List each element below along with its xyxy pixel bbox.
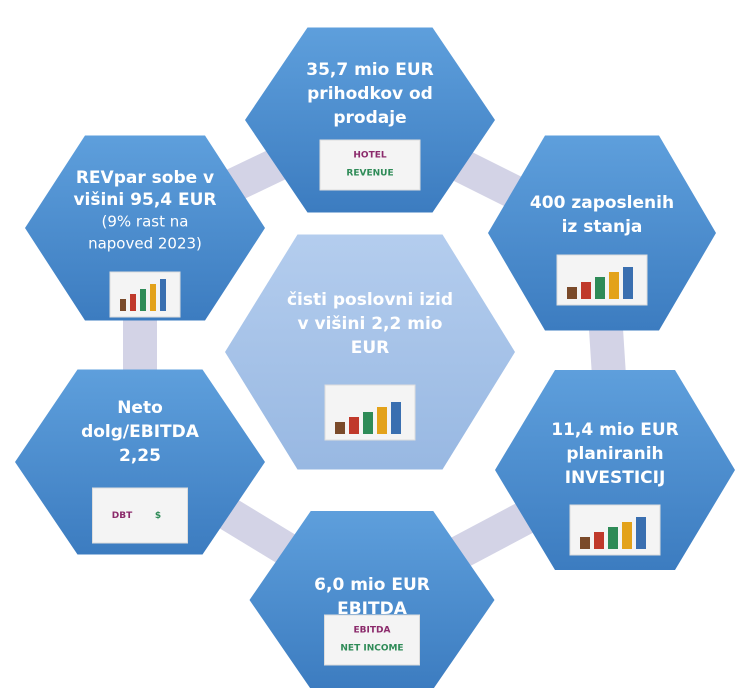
icon-shape [608, 527, 618, 549]
hex-node: 11,4 mio EUR planiranih INVESTICIJ [495, 370, 735, 570]
hexagon [245, 27, 495, 213]
icon [324, 614, 420, 666]
hexagon [488, 135, 716, 331]
node-label: 400 zaposlenih [530, 193, 674, 213]
icon-shape [160, 279, 166, 311]
icon-shape [622, 522, 632, 549]
node-label: napoved 2023) [88, 235, 202, 253]
hex-node: 400 zaposlenih iz stanja [488, 135, 716, 331]
hexagon [225, 234, 515, 470]
node-label: EBITDA [337, 599, 408, 619]
node-label: prodaje [333, 108, 406, 128]
node-label: INVESTICIJ [565, 468, 666, 488]
icon-shape [581, 282, 591, 299]
node-label: (9% rast na [102, 213, 189, 231]
icon-shape [623, 267, 633, 299]
icon-label: REVENUE [346, 169, 393, 179]
hexagon [495, 370, 735, 570]
hexagon [15, 369, 265, 555]
nodes: 35,7 mio EUR prihodkov od prodaje HOTEL REVE… [15, 27, 735, 688]
hex-node: čisti poslovni izid v višini 2,2 mio EUR [225, 234, 515, 470]
icon-shape [130, 294, 136, 311]
icon-shape [140, 289, 146, 311]
node-label: EUR [351, 338, 390, 358]
node-label: Neto [117, 398, 163, 418]
icon-shape [636, 517, 646, 549]
node-label: dolg/EBITDA [81, 422, 200, 442]
icon [92, 487, 188, 544]
icon-shape [580, 537, 590, 549]
node-label: planiranih [566, 444, 663, 464]
icon-shape [594, 532, 604, 549]
hexagon [249, 511, 495, 688]
icon-shape [335, 422, 345, 434]
icon-shape [349, 417, 359, 434]
icon-shape [150, 284, 156, 311]
node-label: 2,25 [119, 446, 161, 466]
icon-shape [595, 277, 605, 299]
node-label: iz stanja [562, 217, 643, 237]
node-label: višini 95,4 EUR [73, 190, 216, 210]
icon-shape [377, 407, 387, 434]
icon [319, 139, 421, 191]
icon-label: DBT [112, 511, 133, 521]
icon-label: NET INCOME [340, 644, 403, 654]
icon-shape [391, 402, 401, 434]
hexagon [25, 135, 265, 321]
node-label: 11,4 mio EUR [551, 420, 679, 440]
node-label: v višini 2,2 mio [298, 314, 443, 334]
hex-node: 6,0 mio EUR EBITDA EBITDA NET INCOME [249, 511, 495, 688]
hex-node: Neto dolg/EBITDA 2,25 DBT $ [15, 369, 265, 555]
node-label: 6,0 mio EUR [314, 575, 430, 595]
node-label: REVpar sobe v [76, 168, 214, 188]
icon-shape [120, 299, 126, 311]
node-label: prihodkov od [307, 84, 433, 104]
hex-node: 35,7 mio EUR prihodkov od prodaje HOTEL REVE… [245, 27, 495, 213]
icon-shape [567, 287, 577, 299]
icon-label: HOTEL [353, 151, 386, 161]
icon-label: EBITDA [354, 626, 391, 636]
node-label: čisti poslovni izid [287, 290, 453, 310]
icon-label: $ [155, 511, 161, 521]
node-label: 35,7 mio EUR [306, 60, 434, 80]
icon-shape [363, 412, 373, 434]
icon-shape [609, 272, 619, 299]
